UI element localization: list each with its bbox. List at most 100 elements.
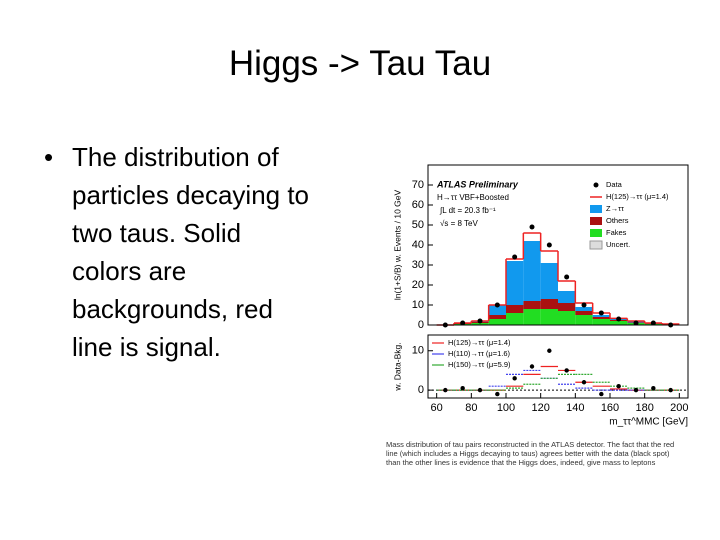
bullet-line: The distribution of bbox=[72, 142, 279, 172]
x-tick-label: 140 bbox=[566, 402, 584, 414]
legend-marker bbox=[589, 240, 603, 250]
data-point bbox=[598, 310, 604, 316]
bar-segment bbox=[575, 307, 593, 311]
bar-segment bbox=[506, 261, 524, 305]
data-point bbox=[581, 380, 587, 385]
data-point bbox=[512, 254, 518, 260]
data-point bbox=[564, 368, 569, 373]
x-tick-label: 80 bbox=[465, 402, 477, 414]
data-point bbox=[512, 376, 517, 381]
legend-marker bbox=[590, 205, 602, 213]
channel-label: H→ττ VBF+Boosted bbox=[437, 193, 509, 202]
bar-segment bbox=[558, 291, 576, 303]
bullet-line: line is signal. bbox=[72, 332, 221, 362]
data-point bbox=[529, 364, 535, 369]
slide-title: Higgs -> Tau Tau bbox=[228, 44, 492, 83]
data-point bbox=[546, 242, 552, 248]
lower-frame bbox=[427, 334, 689, 399]
lumi-label: ∫L dt = 20.3 fb⁻¹ bbox=[439, 206, 496, 215]
x-tick-label: 180 bbox=[635, 402, 653, 414]
bar-segment bbox=[540, 263, 558, 299]
experiment-label: ATLAS Preliminary bbox=[436, 179, 519, 189]
legend-label: Fakes bbox=[606, 228, 627, 237]
bar-segment bbox=[506, 305, 524, 313]
y-tick-label: 40 bbox=[412, 239, 424, 251]
data-point bbox=[495, 391, 500, 397]
y-tick-label: 10 bbox=[412, 345, 424, 357]
data-point bbox=[443, 387, 448, 393]
legend-label: H(150)→ττ (μ=5.9) bbox=[448, 360, 511, 369]
data-point bbox=[564, 274, 570, 280]
y-tick-label: 50 bbox=[412, 219, 424, 231]
bar-segment bbox=[558, 303, 576, 311]
legend-marker bbox=[590, 217, 602, 225]
data-point bbox=[529, 224, 535, 230]
data-point bbox=[599, 391, 604, 397]
y-axis-label: ln(1+S/B) w. Events / 10 GeV bbox=[392, 190, 402, 301]
x-tick-label: 200 bbox=[670, 402, 688, 414]
data-point bbox=[477, 387, 483, 393]
bar-segment bbox=[471, 323, 489, 325]
x-axis-label: m_ττ^MMC [GeV] bbox=[609, 417, 688, 428]
x-tick-label: 160 bbox=[601, 402, 619, 414]
data-point bbox=[616, 316, 622, 322]
legend-label: Others bbox=[606, 216, 629, 225]
data-point bbox=[477, 318, 483, 324]
bar-segment bbox=[488, 315, 506, 319]
legend-marker bbox=[590, 229, 602, 237]
data-point bbox=[650, 320, 656, 326]
y-tick-label: 30 bbox=[412, 259, 424, 271]
data-point bbox=[651, 385, 656, 391]
energy-label: √s = 8 TeV bbox=[440, 219, 478, 228]
bar-segment bbox=[610, 321, 628, 325]
y-tick-label: 70 bbox=[412, 179, 424, 191]
data-point bbox=[460, 320, 466, 326]
x-tick-label: 120 bbox=[531, 402, 549, 414]
data-point bbox=[668, 387, 673, 393]
legend-label: Data bbox=[606, 180, 623, 189]
x-tick-label: 60 bbox=[431, 402, 443, 414]
y-tick-label: 0 bbox=[418, 384, 424, 396]
bar-segment bbox=[488, 305, 506, 315]
bullet-line: colors are bbox=[72, 256, 187, 286]
data-point bbox=[494, 302, 500, 308]
y-axis-label: w. Data-Bkg. bbox=[392, 342, 402, 391]
y-tick-label: 60 bbox=[412, 199, 424, 211]
legend-label: H(125)→ττ (μ=1.4) bbox=[606, 192, 669, 201]
data-point bbox=[633, 387, 639, 393]
y-tick-label: 20 bbox=[412, 279, 424, 291]
bar-segment bbox=[523, 241, 541, 301]
bar-segment bbox=[592, 317, 610, 319]
bullet-text: The distribution of particles decaying to… bbox=[72, 138, 309, 366]
x-tick-label: 100 bbox=[497, 402, 515, 414]
legend-marker bbox=[593, 182, 599, 188]
legend-label: H(125)→ττ (μ=1.4) bbox=[448, 338, 511, 347]
bullet-line: backgrounds, red bbox=[72, 294, 273, 324]
bar-segment bbox=[592, 319, 610, 325]
bullet-mark: • bbox=[44, 142, 54, 172]
bar-segment bbox=[540, 299, 558, 309]
figure-caption: Mass distribution of tau pairs reconstru… bbox=[386, 440, 675, 467]
bar-segment bbox=[523, 309, 541, 325]
bar-segment bbox=[575, 311, 593, 315]
data-point bbox=[547, 348, 552, 353]
bar-segment bbox=[558, 311, 576, 325]
data-point bbox=[616, 383, 621, 389]
bar-segment bbox=[506, 313, 524, 325]
legend-label: Z→ττ bbox=[606, 204, 624, 213]
y-tick-label: 0 bbox=[418, 319, 424, 331]
bar-segment bbox=[488, 319, 506, 325]
legend-label: H(110)→ττ (μ=1.6) bbox=[448, 349, 511, 358]
bullet-line: two taus. Solid bbox=[72, 218, 242, 248]
legend-label: Uncert. bbox=[606, 240, 630, 249]
bar-segment bbox=[592, 315, 610, 317]
data-point bbox=[460, 385, 465, 391]
data-point bbox=[633, 320, 639, 326]
bar-segment bbox=[540, 309, 558, 325]
bar-segment bbox=[523, 301, 541, 309]
y-tick-label: 10 bbox=[412, 299, 424, 311]
data-point bbox=[581, 302, 587, 308]
bullet-line: particles decaying to bbox=[72, 180, 310, 210]
